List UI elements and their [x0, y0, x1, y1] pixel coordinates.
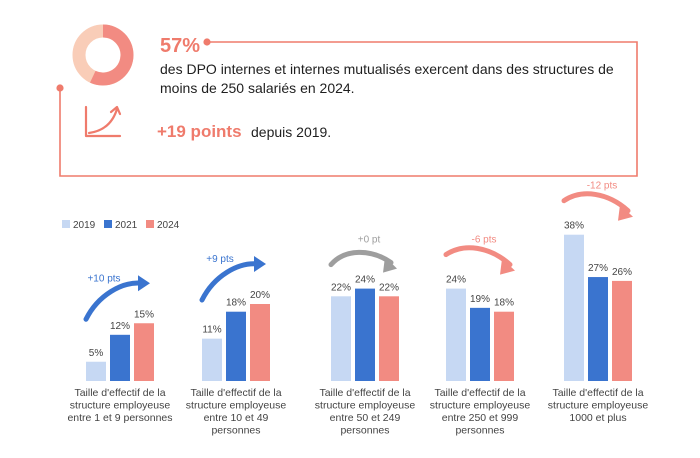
value-label-2024-group-1: 15% — [134, 309, 154, 320]
category-label-1-line-1: Taille d'effectif de la — [74, 387, 165, 399]
donut-share-arc — [90, 24, 134, 86]
bar-2019-group-4 — [446, 288, 466, 381]
category-label-2: Taille d'effectif de la structure employe… — [186, 387, 287, 437]
trend-arrow-4 — [443, 245, 513, 268]
growth-curve-icon — [84, 105, 122, 138]
legend-label-2019: 2019 — [73, 220, 96, 231]
category-label-2-line-1: Taille d'effectif de la — [190, 387, 281, 399]
bar-2019-group-2 — [202, 338, 222, 381]
category-label-5: Taille d'effectif de la structure employe… — [548, 387, 649, 424]
trend-arrowhead-3 — [383, 256, 397, 273]
growth-value: +19 points — [157, 122, 242, 141]
summary-line-2: moins de 250 salariés en 2024. — [160, 80, 355, 96]
legend-swatch-2019 — [62, 220, 70, 228]
bar-2024-group-3 — [379, 296, 399, 381]
value-label-2024-group-2: 20% — [250, 290, 270, 301]
bar-2021-group-1 — [110, 334, 130, 381]
trend-arrow-1 — [83, 280, 145, 322]
value-label-2021-group-4: 19% — [470, 294, 490, 305]
chart-legend: 2019 2021 2024 — [62, 220, 180, 231]
value-label-2019-group-3: 22% — [331, 282, 351, 293]
value-label-2019-group-5: 38% — [564, 221, 584, 232]
trend-arrowhead-2 — [254, 256, 266, 272]
legend-swatch-2024 — [146, 220, 154, 228]
category-label-1-line-2: structure employeuse — [70, 400, 171, 412]
trend-label-2: +9 pts — [206, 254, 234, 265]
category-label-2-line-4: personnes — [211, 425, 260, 437]
value-label-2021-group-5: 27% — [588, 263, 608, 274]
trend-arrowhead-5 — [618, 204, 633, 221]
trend-label-5: -12 pts — [587, 181, 618, 192]
bar-2021-group-3 — [355, 288, 375, 381]
category-label-3-line-3: entre 50 et 249 — [330, 412, 401, 424]
summary-line-1: des DPO internes et internes mutualisés … — [160, 61, 614, 77]
bar-2024-group-1 — [134, 323, 154, 381]
category-label-4-line-4: personnes — [455, 425, 504, 437]
legend-label-2021: 2021 — [115, 220, 138, 231]
trend-label-1: +10 pts — [87, 273, 120, 284]
value-label-2021-group-1: 12% — [110, 321, 130, 332]
summary-percent: 57% — [160, 35, 200, 57]
category-label-5-line-1: Taille d'effectif de la — [552, 387, 643, 399]
category-label-5-line-3: 1000 et plus — [569, 412, 626, 424]
category-label-3-line-4: personnes — [340, 425, 389, 437]
bar-2021-group-2 — [226, 311, 246, 381]
value-label-2019-group-2: 11% — [202, 325, 221, 336]
category-label-5-line-2: structure employeuse — [548, 400, 649, 412]
value-label-2021-group-3: 24% — [355, 275, 375, 286]
bar-2024-group-4 — [494, 311, 514, 381]
category-label-3: Taille d'effectif de la structure employe… — [315, 387, 416, 437]
bar-2019-group-3 — [331, 296, 351, 381]
trend-arrow-2 — [199, 261, 261, 303]
summary-growth: +19 points depuis 2019. — [157, 122, 331, 141]
trend-label-3: +0 pt — [358, 235, 381, 246]
value-label-2021-group-2: 18% — [226, 298, 246, 309]
trend-arrowhead-4 — [500, 258, 515, 275]
legend-label-2024: 2024 — [157, 220, 180, 231]
category-label-4-line-1: Taille d'effectif de la — [434, 387, 525, 399]
category-label-1-line-3: entre 1 et 9 personnes — [67, 412, 172, 424]
category-label-4: Taille d'effectif de la structure employe… — [430, 387, 531, 437]
donut-chart-icon — [72, 24, 134, 86]
category-label-4-line-3: entre 250 et 999 — [442, 412, 519, 424]
summary-panel: 57% des DPO internes et internes mutuali… — [56, 24, 638, 177]
bar-2024-group-2 — [250, 304, 270, 381]
legend-swatch-2021 — [104, 220, 112, 228]
category-labels: Taille d'effectif de la structure employe… — [67, 387, 648, 437]
bar-2019-group-5 — [564, 234, 584, 381]
trend-annotations: +10 pts +9 pts +0 pt -6 pts -12 pts — [83, 181, 633, 322]
trend-label-4: -6 pts — [471, 235, 496, 246]
category-label-2-line-2: structure employeuse — [186, 400, 287, 412]
trend-arrow-5 — [561, 191, 631, 214]
category-label-2-line-3: entre 10 et 49 — [204, 412, 269, 424]
category-label-3-line-1: Taille d'effectif de la — [319, 387, 410, 399]
value-label-2024-group-3: 22% — [379, 282, 399, 293]
trend-arrowhead-1 — [138, 275, 150, 292]
bar-2019-group-1 — [86, 361, 106, 381]
bar-2021-group-4 — [470, 307, 490, 381]
value-label-2019-group-4: 24% — [446, 275, 466, 286]
category-label-3-line-2: structure employeuse — [315, 400, 416, 412]
bar-2021-group-5 — [588, 277, 608, 381]
value-label-2019-group-1: 5% — [89, 348, 104, 359]
growth-text: depuis 2019. — [251, 124, 331, 140]
value-label-2024-group-5: 26% — [612, 267, 632, 278]
category-label-4-line-2: structure employeuse — [430, 400, 531, 412]
frame-dot-end — [56, 84, 64, 92]
category-label-1: Taille d'effectif de la structure employe… — [67, 387, 172, 424]
summary-frame — [59, 41, 638, 177]
trend-arrow-3 — [328, 249, 394, 268]
bars-layer: 5% 12% 15% 11% 18% 20% 22% 24% 22% 24% 19% 18% 38% 27… — [86, 221, 632, 381]
frame-dot-start — [203, 38, 211, 46]
bar-2024-group-5 — [612, 280, 632, 381]
value-label-2024-group-4: 18% — [494, 298, 514, 309]
